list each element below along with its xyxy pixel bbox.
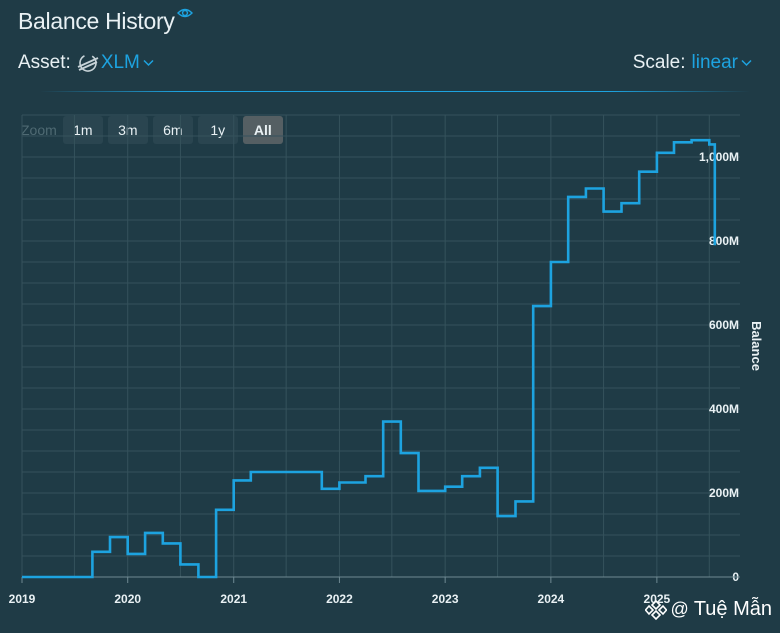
y-tick-label: 600M [709,318,739,332]
y-tick-label: 200M [709,486,739,500]
zoom-6m-button[interactable]: 6m [152,116,193,144]
y-tick-label: 800M [709,234,739,248]
watermark-at: @ [670,599,689,619]
y-tick-label: 400M [709,402,739,416]
chevron-down-icon [143,59,154,67]
balance-series-line [22,138,717,579]
asset-label: Asset: [18,52,71,73]
watermark: @ Tuệ Mẫn [644,598,772,621]
zoom-label: Zoom [21,122,57,138]
asset-dropdown[interactable]: XLM [77,52,156,74]
watermark-name: Tuệ Mẫn [693,598,772,620]
asset-selector-row: Asset: XLM [18,52,156,74]
title-row: Balance History [18,8,193,35]
zoom-1m-button[interactable]: 1m [62,116,103,144]
asset-value: XLM [100,52,140,73]
x-tick-label: 2025 [644,592,671,606]
x-tick-label: 2024 [538,592,565,606]
stellar-icon [77,54,99,72]
page-title: Balance History [18,8,175,34]
scale-dropdown[interactable]: linear [692,52,752,74]
y-axis-label: Balance [749,321,764,371]
eye-icon[interactable] [176,5,193,26]
y-tick-label: 1,000M [699,150,739,164]
chevron-down-icon [741,59,752,67]
x-tick-label: 2020 [114,592,141,606]
x-tick-label: 2022 [326,592,353,606]
scale-value: linear [691,52,738,73]
scale-label: Scale: [632,52,686,73]
x-tick-label: 2023 [432,592,459,606]
zoom-all-button[interactable]: All [242,116,283,144]
chart-grid [21,114,740,577]
scale-selector-row: Scale: linear [633,52,752,74]
binance-logo-icon [644,599,667,620]
x-tick-label: 2019 [9,592,36,606]
header-divider [40,91,750,92]
x-axis-ticks: 2019 2020 2021 2022 2023 2024 2025 [9,577,671,606]
x-tick-label: 2021 [220,592,247,606]
zoom-1y-button[interactable]: 1y [197,116,238,144]
